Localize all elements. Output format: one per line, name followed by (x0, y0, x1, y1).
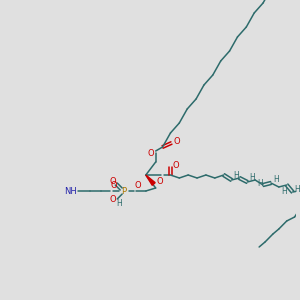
Text: H: H (234, 172, 239, 181)
Polygon shape (146, 175, 155, 185)
Text: H: H (249, 173, 255, 182)
Text: O: O (172, 161, 179, 170)
Text: O: O (109, 196, 116, 205)
Text: O: O (173, 137, 180, 146)
Text: O: O (156, 176, 163, 185)
Text: H: H (295, 184, 300, 194)
Text: O: O (135, 182, 141, 190)
Text: O: O (111, 182, 118, 190)
Text: O: O (147, 149, 154, 158)
Text: H: H (116, 200, 122, 208)
Text: O: O (109, 178, 116, 187)
Text: H: H (281, 187, 286, 196)
Text: H: H (273, 176, 279, 184)
Text: NH: NH (64, 187, 77, 196)
Text: P: P (122, 187, 127, 196)
Text: H: H (257, 179, 263, 188)
